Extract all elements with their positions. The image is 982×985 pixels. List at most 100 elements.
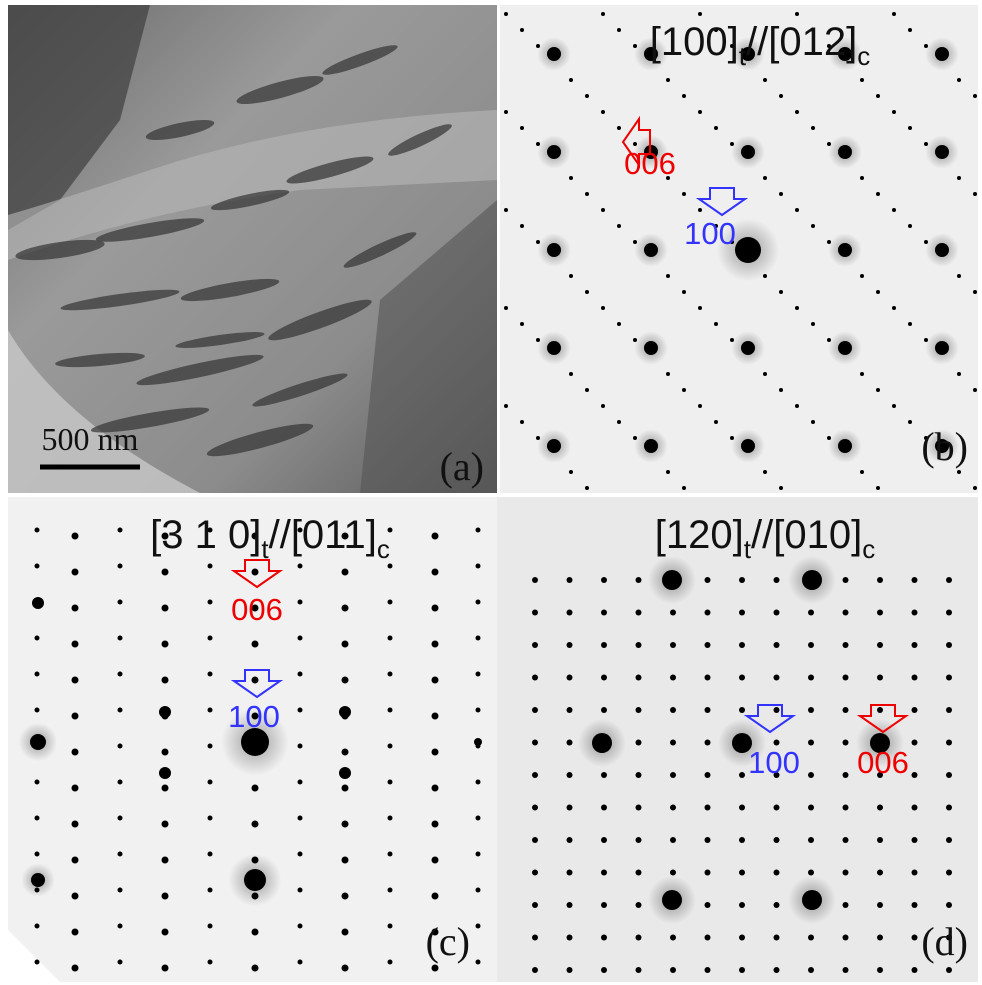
diffraction-spot <box>912 577 918 583</box>
diffraction-spot <box>763 470 767 474</box>
diffraction-spot <box>876 486 880 490</box>
diffraction-spot <box>388 816 393 821</box>
diffraction-spot <box>739 902 745 908</box>
diffraction-spot <box>912 837 918 843</box>
diffraction-spot <box>808 935 814 941</box>
diffraction-spot <box>388 780 393 785</box>
diffraction-spot <box>532 577 538 583</box>
diffraction-spot <box>162 785 169 792</box>
diffraction-spot <box>698 12 702 16</box>
diffraction-spot <box>739 772 745 778</box>
diffraction-spot <box>838 439 852 453</box>
diffraction-spot <box>567 870 573 876</box>
diffraction-spot <box>843 610 849 616</box>
title-part: [120] <box>655 513 744 557</box>
diffraction-spot <box>532 870 538 876</box>
diffraction-spot <box>601 208 605 212</box>
diffraction-spot <box>118 528 123 533</box>
diffraction-spot <box>208 636 213 641</box>
diffraction-spot <box>763 176 767 180</box>
diffraction-spot <box>388 852 393 857</box>
diffraction-spot <box>601 306 605 310</box>
diffraction-spot <box>567 902 573 908</box>
diffraction-spot <box>802 890 822 910</box>
index-label: 006 <box>624 146 676 181</box>
diffraction-spot <box>388 600 393 605</box>
diffraction-spot <box>35 708 40 713</box>
diffraction-spot <box>633 338 637 342</box>
diffraction-spot <box>252 821 259 828</box>
diffraction-spot <box>601 967 607 973</box>
diffraction-spot <box>567 610 573 616</box>
diffraction-spot <box>698 306 702 310</box>
diffraction-spot <box>159 767 171 779</box>
diffraction-spot <box>763 372 767 376</box>
diffraction-spot <box>118 672 123 677</box>
diffraction-spot <box>774 837 780 843</box>
subscript: c <box>377 534 390 564</box>
diffraction-spot <box>388 960 393 965</box>
diffraction-spot <box>973 388 977 392</box>
title-part: //[011] <box>269 513 377 557</box>
diffraction-spot <box>912 935 918 941</box>
diffraction-spot <box>636 707 642 713</box>
diffraction-spot <box>208 708 213 713</box>
diffraction-spot <box>908 126 912 130</box>
diffraction-spot <box>118 708 123 713</box>
diffraction-spot <box>670 642 676 648</box>
diffraction-spot <box>666 78 670 82</box>
diffraction-spot <box>567 837 573 843</box>
diffraction-spot <box>567 577 573 583</box>
diffraction-spot <box>779 388 783 392</box>
diffraction-spot <box>908 420 912 424</box>
diffraction-spot <box>35 816 40 821</box>
diffraction-spot <box>682 388 686 392</box>
diffraction-spot <box>601 642 607 648</box>
diffraction-spot <box>705 805 711 811</box>
diffraction-spot <box>162 965 169 972</box>
diffraction-spot <box>532 707 538 713</box>
diffraction-spot <box>763 78 767 82</box>
diffraction-spot <box>601 12 605 16</box>
diffraction-spot <box>476 924 481 929</box>
diffraction-spot <box>662 890 682 910</box>
diffraction-spot <box>298 888 303 893</box>
diffraction-spot <box>795 110 799 114</box>
diffraction-spot <box>912 902 918 908</box>
diffraction-spot <box>72 569 79 576</box>
diffraction-spot <box>532 642 538 648</box>
diffraction-spot <box>946 805 952 811</box>
diffraction-spot <box>118 924 123 929</box>
diffraction-spot <box>476 960 481 965</box>
diffraction-spot <box>670 935 676 941</box>
diffraction-spot <box>908 28 912 32</box>
diffraction-spot <box>252 965 259 972</box>
diffraction-spot <box>298 744 303 749</box>
diffraction-spot <box>935 47 949 61</box>
diffraction-spot <box>298 924 303 929</box>
diffraction-spot <box>957 176 961 180</box>
diffraction-spot <box>35 960 40 965</box>
diffraction-spot <box>476 816 481 821</box>
diffraction-spot <box>877 967 883 973</box>
diffraction-spot <box>912 772 918 778</box>
diffraction-spot <box>705 902 711 908</box>
diffraction-spot <box>827 436 831 440</box>
diffraction-spot <box>30 734 46 750</box>
diffraction-spot <box>244 869 266 891</box>
diffraction-spot <box>877 902 883 908</box>
diffraction-spot <box>843 870 849 876</box>
diffraction-spot <box>670 870 676 876</box>
diffraction-spot <box>698 110 702 114</box>
diffraction-spot <box>912 870 918 876</box>
diffraction-spot <box>601 870 607 876</box>
diffraction-spot <box>118 852 123 857</box>
diffraction-spot <box>877 935 883 941</box>
diffraction-spot <box>946 577 952 583</box>
diffraction-spot <box>860 78 864 82</box>
panel-label: (b) <box>921 424 968 469</box>
diffraction-spot <box>601 902 607 908</box>
diffraction-spot <box>808 610 814 616</box>
diffraction-spot <box>547 145 561 159</box>
page: {"panels": [ {"label": "(a)", "scale_bar… <box>0 0 982 985</box>
